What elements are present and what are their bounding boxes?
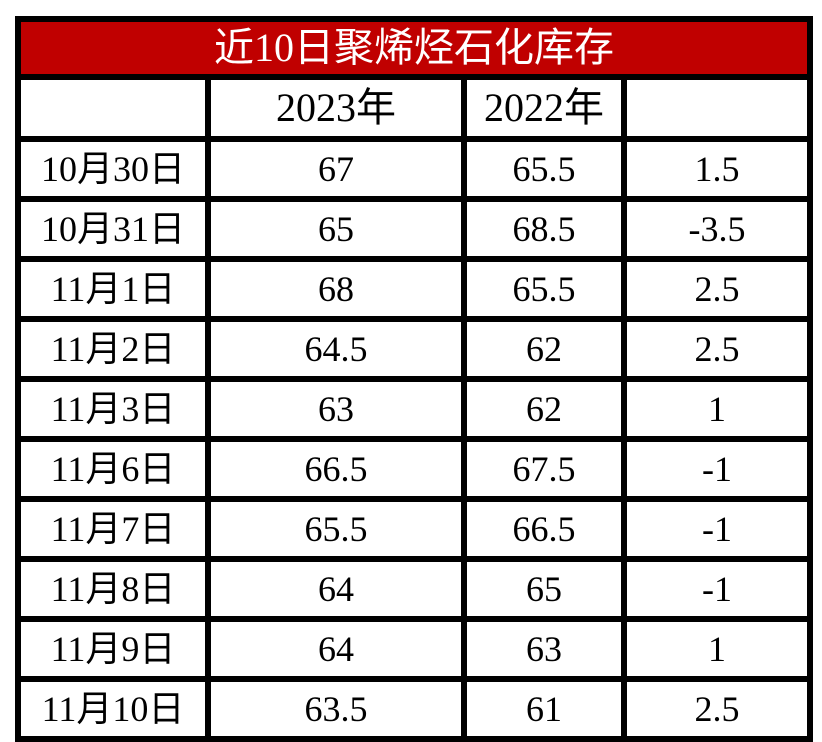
date-cell: 11月2日 [15, 316, 211, 382]
header-diff-empty [621, 74, 813, 142]
table-row: 11月1日 68 65.5 2.5 [15, 256, 813, 322]
value-2023-cell: 63.5 [205, 676, 467, 742]
date-cell: 11月8日 [15, 556, 211, 622]
value-2023-cell: 68 [205, 256, 467, 322]
diff-cell: 1 [621, 616, 813, 682]
diff-cell: 2.5 [621, 256, 813, 322]
header-2022: 2022年 [461, 74, 627, 142]
value-2022-cell: 65.5 [461, 256, 627, 322]
value-2022-cell: 65.5 [461, 136, 627, 202]
table-row: 10月31日 65 68.5 -3.5 [15, 196, 813, 262]
value-2022-cell: 65 [461, 556, 627, 622]
date-cell: 11月3日 [15, 376, 211, 442]
date-cell: 10月31日 [15, 196, 211, 262]
header-date-empty [15, 74, 211, 142]
value-2022-cell: 67.5 [461, 436, 627, 502]
date-cell: 11月10日 [15, 676, 211, 742]
page-title: 近10日聚烯烃石化库存 [15, 16, 813, 80]
value-2023-cell: 65 [205, 196, 467, 262]
value-2023-cell: 66.5 [205, 436, 467, 502]
table-header-row: 2023年 2022年 [15, 74, 813, 142]
table-row: 11月10日 63.5 61 2.5 [15, 676, 813, 742]
value-2022-cell: 62 [461, 316, 627, 382]
table-row: 10月30日 67 65.5 1.5 [15, 136, 813, 202]
diff-cell: -1 [621, 556, 813, 622]
date-cell: 11月9日 [15, 616, 211, 682]
diff-cell: 1.5 [621, 136, 813, 202]
date-cell: 11月7日 [15, 496, 211, 562]
value-2022-cell: 61 [461, 676, 627, 742]
table-title-row: 近10日聚烯烃石化库存 [15, 16, 813, 80]
diff-cell: 2.5 [621, 316, 813, 382]
table-row: 11月6日 66.5 67.5 -1 [15, 436, 813, 502]
diff-cell: 2.5 [621, 676, 813, 742]
table-row: 11月7日 65.5 66.5 -1 [15, 496, 813, 562]
value-2023-cell: 67 [205, 136, 467, 202]
diff-cell: 1 [621, 376, 813, 442]
value-2023-cell: 64 [205, 616, 467, 682]
value-2023-cell: 63 [205, 376, 467, 442]
value-2022-cell: 68.5 [461, 196, 627, 262]
table-row: 11月3日 63 62 1 [15, 376, 813, 442]
value-2023-cell: 65.5 [205, 496, 467, 562]
table-row: 11月8日 64 65 -1 [15, 556, 813, 622]
table-row: 11月9日 64 63 1 [15, 616, 813, 682]
header-2023: 2023年 [205, 74, 467, 142]
date-cell: 11月1日 [15, 256, 211, 322]
value-2022-cell: 62 [461, 376, 627, 442]
date-cell: 10月30日 [15, 136, 211, 202]
value-2022-cell: 66.5 [461, 496, 627, 562]
table-row: 11月2日 64.5 62 2.5 [15, 316, 813, 382]
value-2023-cell: 64 [205, 556, 467, 622]
date-cell: 11月6日 [15, 436, 211, 502]
diff-cell: -1 [621, 496, 813, 562]
diff-cell: -1 [621, 436, 813, 502]
value-2022-cell: 63 [461, 616, 627, 682]
inventory-table: 近10日聚烯烃石化库存 2023年 2022年 10月30日 67 65.5 1… [15, 16, 813, 742]
value-2023-cell: 64.5 [205, 316, 467, 382]
diff-cell: -3.5 [621, 196, 813, 262]
